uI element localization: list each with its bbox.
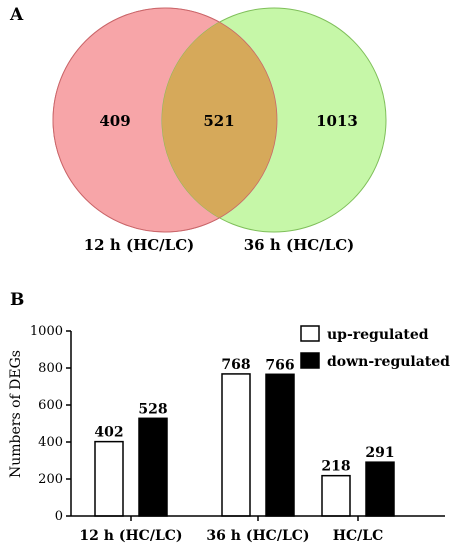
x-category-label: 36 h (HC/LC) <box>206 528 309 544</box>
x-category-label: 12 h (HC/LC) <box>79 528 182 544</box>
legend-label-down: down-regulated <box>327 354 450 370</box>
venn-count-12h-only: 409 <box>99 112 130 130</box>
venn-overlap-region <box>162 8 277 232</box>
legend-swatch-up <box>300 325 320 342</box>
legend-swatch-down <box>300 352 320 369</box>
y-tick-label: 200 <box>38 472 63 487</box>
bar-up-2 <box>321 474 351 517</box>
legend-label-up: up-regulated <box>327 327 429 343</box>
y-tick-label: 0 <box>55 509 63 524</box>
panel-a: A 409 521 1013 12 h (HC/LC) 36 h (HC/LC) <box>9 5 387 254</box>
y-tick-label: 1000 <box>30 324 63 339</box>
bar-up-1 <box>221 373 251 517</box>
data-label-up-2: 218 <box>321 459 350 475</box>
panel-b: B Numbers of DEGs 0 200 400 600 800 1000 402 5… <box>8 290 450 544</box>
panel-b-letter: B <box>10 290 24 310</box>
data-label-down-0: 528 <box>138 401 167 417</box>
data-label-up-0: 402 <box>94 425 123 441</box>
data-label-down-1: 766 <box>265 357 294 373</box>
venn-circle-12h-outline <box>52 7 278 233</box>
bar-up-0 <box>94 440 124 517</box>
bar-down-1 <box>265 373 295 517</box>
y-tick-label: 800 <box>38 361 63 376</box>
panel-a-letter: A <box>9 5 24 25</box>
y-axis-ticks: 0 200 400 600 800 1000 <box>30 324 71 524</box>
data-label-down-2: 291 <box>365 445 394 461</box>
venn-label-12h: 12 h (HC/LC) <box>84 236 195 254</box>
venn-label-36h: 36 h (HC/LC) <box>244 236 355 254</box>
y-tick-label: 600 <box>38 398 63 413</box>
x-category-label: HC/LC <box>333 528 383 544</box>
y-axis-label: Numbers of DEGs <box>8 350 24 478</box>
y-tick-label: 400 <box>38 435 63 450</box>
bar-down-2 <box>365 461 395 517</box>
legend: up-regulated down-regulated <box>300 325 450 370</box>
x-axis-categories: 12 h (HC/LC) 36 h (HC/LC) HC/LC <box>79 516 383 544</box>
bar-down-0 <box>138 417 168 517</box>
bars: 402 528 768 766 218 291 <box>94 357 395 517</box>
data-label-up-1: 768 <box>221 357 250 373</box>
venn-count-36h-only: 1013 <box>316 112 358 130</box>
venn-count-overlap: 521 <box>203 112 234 130</box>
